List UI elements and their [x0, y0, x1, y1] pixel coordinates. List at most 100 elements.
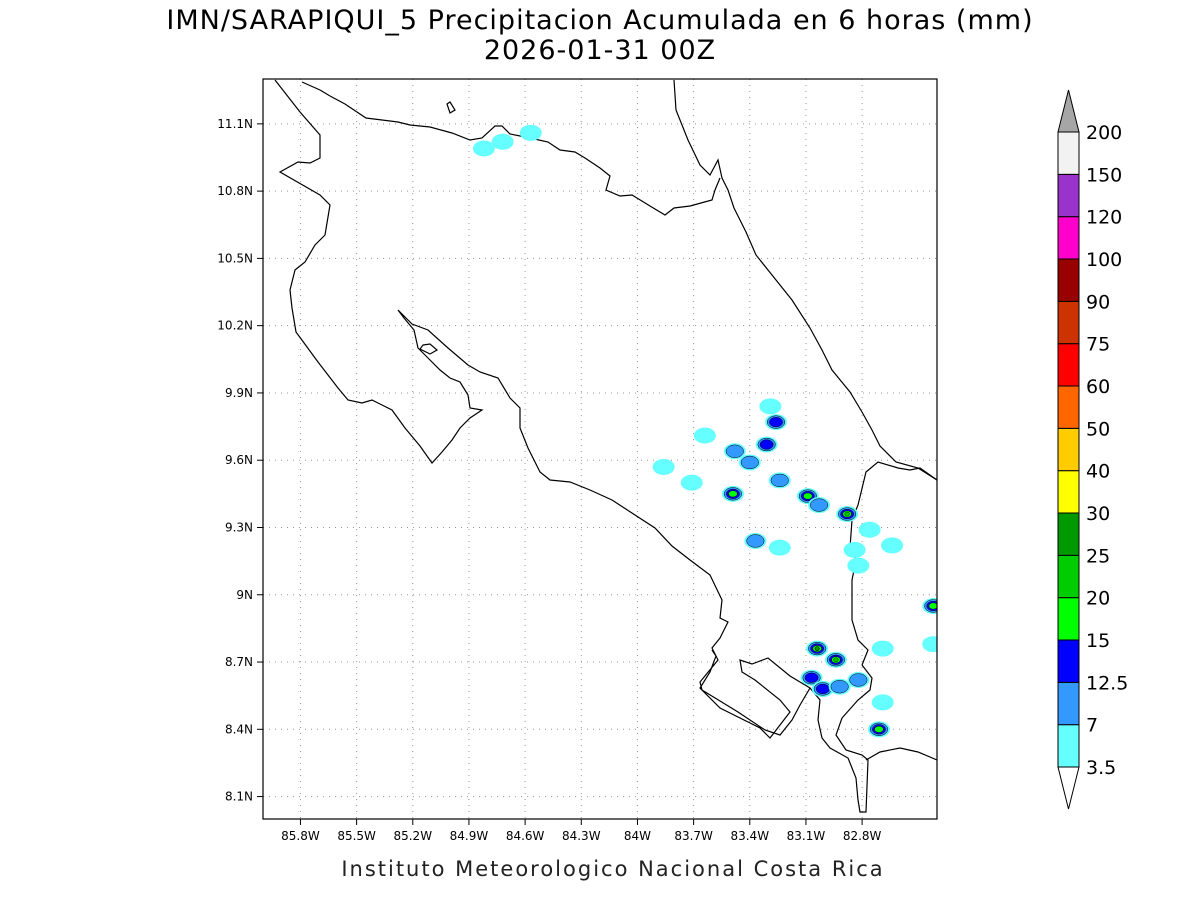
lon-tick-label: 85.5W [337, 829, 376, 843]
lat-tick-label: 8.1N [225, 790, 253, 804]
precip-contour [472, 140, 495, 157]
precip-contour [843, 541, 866, 558]
precip-cell [881, 537, 904, 554]
lon-tick-label: 83.7W [674, 829, 713, 843]
lon-tick-label: 85.8W [281, 829, 320, 843]
precip-cell [491, 133, 514, 150]
precip-contour [858, 521, 881, 538]
colorbar-segment [1057, 131, 1080, 175]
colorbar-high-arrow [1057, 89, 1080, 133]
precip-contour [759, 398, 782, 415]
precip-cell [922, 597, 937, 614]
colorbar-label: 100 [1086, 249, 1122, 271]
map-grid [263, 79, 937, 819]
lon-tick-label: 83.4W [730, 829, 769, 843]
map-frame [262, 78, 938, 820]
precip-cell [759, 398, 782, 415]
lat-tick-label: 10.2N [217, 319, 253, 333]
colorbar-segment [1057, 639, 1080, 683]
colorbar-segment [1057, 681, 1080, 726]
colorbar-label: 7 [1086, 715, 1098, 737]
colorbar: 3.5 7 12.5 15 20 25 30 40 50 60 75 90 100 120 150 200 [1057, 89, 1128, 810]
colorbar-label: 15 [1086, 630, 1110, 652]
colorbar-label: 40 [1086, 461, 1110, 483]
precip-contour [652, 458, 675, 475]
precip-cell [843, 541, 866, 558]
precip-contour [519, 124, 542, 141]
precip-contour [491, 133, 514, 150]
colorbar-segment [1057, 724, 1080, 768]
precip-cell [738, 454, 761, 471]
precip-cell [867, 721, 890, 738]
lon-tick-label: 84W [624, 829, 651, 843]
precip-cell [744, 532, 767, 549]
precip-contour [815, 683, 830, 694]
precip-contour [728, 490, 738, 498]
precip-contour [769, 417, 783, 428]
precip-contour [725, 444, 744, 458]
precip-cell [828, 678, 851, 695]
chart-subtitle: 2026-01-31 00Z [483, 35, 717, 66]
colorbar-label: 120 [1086, 207, 1122, 229]
precip-cell [847, 557, 870, 574]
colorbar-label: 200 [1086, 122, 1122, 144]
lat-tick-label: 9.9N [225, 386, 253, 400]
precip-contour [849, 673, 868, 687]
colorbar-segment [1057, 216, 1080, 260]
precip-cell [847, 671, 870, 688]
lon-tick-label: 84.6W [506, 829, 545, 843]
colorbar-segment [1057, 554, 1080, 599]
colorbar-segment [1057, 470, 1080, 514]
colorbar-label: 3.5 [1086, 757, 1116, 779]
precip-cell [768, 539, 791, 556]
lat-tick-label: 10.8N [217, 184, 253, 198]
precip-contour [874, 725, 884, 733]
colorbar-segment [1057, 343, 1080, 387]
precip-contour [814, 646, 820, 651]
precip-contour [804, 672, 819, 683]
colorbar-segment [1057, 512, 1080, 556]
precip-cell [652, 458, 675, 475]
colorbar-label: 60 [1086, 376, 1110, 398]
longitude-ticks: 85.8W 85.5W 85.2W 84.9W 84.6W 84.3W 84W 83.7W 83… [281, 819, 882, 843]
precip-contour [768, 539, 791, 556]
lon-tick-label: 84.3W [562, 829, 601, 843]
precip-cell [922, 636, 937, 653]
precipitation-field [472, 124, 937, 738]
precip-contour [881, 537, 904, 554]
colorbar-segment [1057, 173, 1080, 218]
colorbar-label: 30 [1086, 503, 1110, 525]
precip-cell [806, 640, 829, 657]
colorbar-label: 75 [1086, 334, 1110, 356]
colorbar-label: 150 [1086, 164, 1122, 186]
colorbar-label: 90 [1086, 291, 1110, 313]
lat-tick-label: 9N [236, 588, 253, 602]
colorbar-label: 25 [1086, 545, 1110, 567]
precip-cell [858, 521, 881, 538]
lon-tick-label: 85.2W [393, 829, 432, 843]
precip-cell [808, 497, 831, 514]
precip-cell [723, 443, 746, 460]
precip-cell [836, 506, 859, 523]
precip-contour [833, 657, 839, 663]
precip-cell [871, 640, 894, 657]
lat-tick-label: 8.7N [225, 655, 253, 669]
precip-contour [922, 636, 937, 653]
precip-cell [871, 694, 894, 711]
precip-cell [519, 124, 542, 141]
precip-contour [740, 455, 759, 470]
precip-contour [759, 439, 774, 450]
precip-contour [693, 427, 716, 444]
precip-contour [844, 511, 850, 517]
precip-cell [811, 680, 834, 697]
precip-cell [764, 414, 787, 431]
precip-contour [803, 492, 813, 500]
colorbar-label: 12.5 [1086, 672, 1128, 694]
colorbar-segment [1057, 300, 1080, 345]
lat-tick-label: 11.1N [217, 117, 253, 131]
coastline [274, 79, 937, 813]
precip-cell [768, 472, 791, 489]
precip-contour [810, 498, 829, 512]
lat-tick-label: 9.6N [225, 453, 253, 467]
